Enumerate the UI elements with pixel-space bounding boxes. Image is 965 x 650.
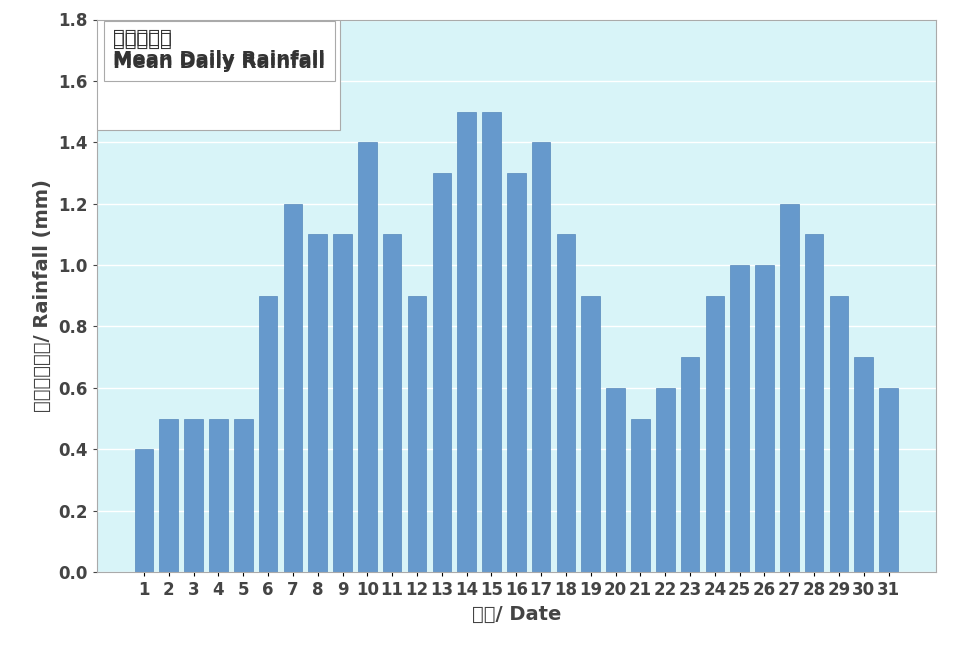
- Bar: [333, 235, 352, 572]
- Bar: [756, 265, 774, 572]
- Bar: [209, 419, 228, 572]
- Bar: [383, 235, 401, 572]
- Bar: [259, 296, 277, 572]
- Bar: [234, 419, 253, 572]
- Text: 平均日雨量
Mean Daily Rainfall: 平均日雨量 Mean Daily Rainfall: [113, 28, 325, 69]
- Bar: [582, 296, 600, 572]
- Bar: [432, 173, 451, 572]
- Bar: [830, 296, 848, 572]
- Bar: [557, 235, 575, 572]
- Bar: [606, 388, 625, 572]
- Bar: [358, 142, 376, 572]
- Bar: [731, 265, 749, 572]
- Bar: [184, 419, 203, 572]
- Bar: [482, 112, 501, 572]
- Bar: [532, 142, 550, 572]
- Bar: [507, 173, 526, 572]
- Text: 平均日雨量
Mean Daily Rainfall: 平均日雨量 Mean Daily Rainfall: [113, 31, 325, 72]
- Bar: [879, 388, 897, 572]
- Bar: [705, 296, 724, 572]
- Bar: [284, 203, 302, 572]
- Bar: [407, 296, 427, 572]
- Y-axis label: 雨量（毫米）/ Rainfall (mm): 雨量（毫米）/ Rainfall (mm): [34, 179, 52, 412]
- Bar: [159, 419, 179, 572]
- Bar: [631, 419, 649, 572]
- Bar: [457, 112, 476, 572]
- Bar: [656, 388, 675, 572]
- Bar: [854, 357, 873, 572]
- Bar: [96, 20, 340, 130]
- Bar: [805, 235, 823, 572]
- Bar: [309, 235, 327, 572]
- Bar: [780, 203, 799, 572]
- Bar: [680, 357, 700, 572]
- Bar: [135, 449, 153, 572]
- X-axis label: 日期/ Date: 日期/ Date: [472, 604, 561, 623]
